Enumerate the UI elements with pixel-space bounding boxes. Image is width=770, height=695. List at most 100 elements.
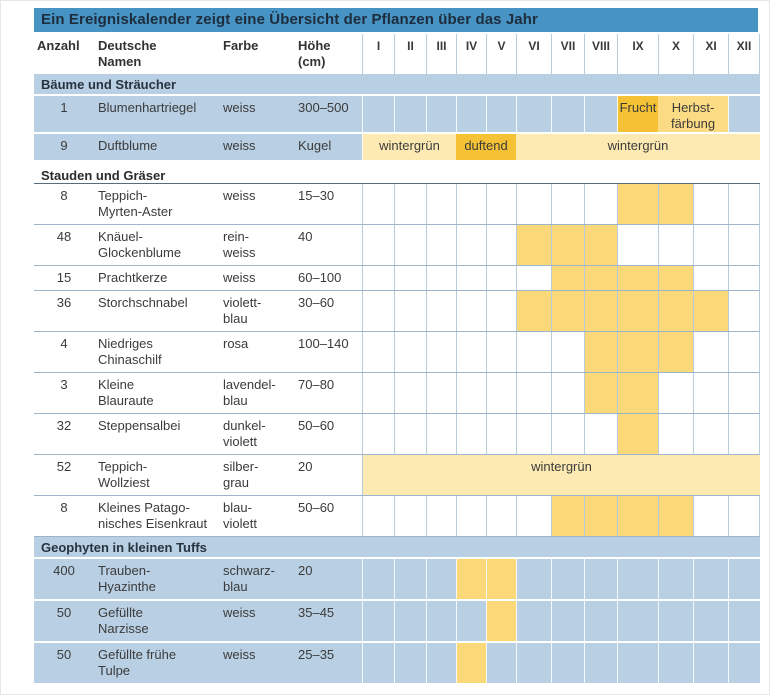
section-header: Geophyten in kleinen Tuffs [34, 537, 760, 557]
table-row: 36 Storchschnabel violett- blau 30–60 [34, 291, 760, 332]
name-cell: Prachtkerze [98, 270, 168, 285]
bloom-cell [693, 291, 728, 331]
month-cell [486, 414, 516, 454]
month-cell [728, 184, 760, 224]
month-cell [658, 414, 693, 454]
farbe-cell: blau- violett [223, 500, 257, 531]
name-cell: Duftblume [98, 138, 158, 153]
month-cell [362, 414, 394, 454]
month-cell [693, 332, 728, 372]
month-cell [551, 184, 584, 224]
month-cell [456, 225, 486, 265]
month-cell [516, 332, 551, 372]
month-cell [362, 496, 394, 536]
month-cell [426, 184, 456, 224]
month-cell [551, 373, 584, 413]
month-header-xii: XII [728, 34, 760, 74]
table-row: 8 Teppich- Myrten-Aster weiss 15–30 [34, 184, 760, 225]
month-cell [394, 643, 426, 683]
month-cell [426, 373, 456, 413]
hoehe-cell: 300–500 [298, 100, 349, 115]
bloom-cell [584, 291, 617, 331]
table-body: Bäume und Sträucher 1 Blumenhartriegel weis… [34, 74, 760, 683]
bloom-cell [456, 643, 486, 683]
month-cell [486, 225, 516, 265]
month-cell [584, 414, 617, 454]
month-cell [728, 291, 760, 331]
month-cell [362, 184, 394, 224]
month-cell [516, 496, 551, 536]
month-header-xi: XI [693, 34, 728, 74]
month-cell [516, 414, 551, 454]
month-cell [456, 332, 486, 372]
month-cell [584, 643, 617, 683]
bloom-cell [456, 559, 486, 599]
month-cell [658, 601, 693, 641]
winter-span: wintergrün [362, 455, 760, 495]
month-cell [362, 643, 394, 683]
name-cell: Blumenhartriegel [98, 100, 197, 115]
hoehe-cell: 25–35 [298, 647, 335, 662]
month-cell [394, 266, 426, 290]
month-cell [426, 643, 456, 683]
month-header-v: V [486, 34, 516, 74]
name-cell: Gefüllte Narzisse [98, 605, 149, 636]
farbe-cell: silber- grau [223, 459, 259, 490]
farbe-cell: weiss [223, 188, 256, 203]
hoehe-cell: 20 [298, 563, 313, 578]
month-cell [394, 601, 426, 641]
winter-span: wintergrün [516, 134, 760, 160]
hoehe-cell: 15–30 [298, 188, 335, 203]
bloom-cell [486, 601, 516, 641]
month-cell [693, 414, 728, 454]
page-title: Ein Ereigniskalender zeigt eine Übersich… [34, 8, 758, 32]
month-cell [362, 266, 394, 290]
month-cell [394, 559, 426, 599]
month-cell [394, 373, 426, 413]
hoehe-cell: 50–60 [298, 418, 335, 433]
event-span: duftend [456, 134, 516, 160]
farbe-cell: schwarz- blau [223, 563, 276, 594]
table-row: 400 Trauben- Hyazinthe schwarz- blau 20 [34, 559, 760, 599]
month-header-ii: II [394, 34, 426, 74]
month-cell [658, 643, 693, 683]
anzahl-cell: 50 [56, 605, 72, 620]
month-cell [394, 184, 426, 224]
table-row: 15 Prachtkerze weiss 60–100 [34, 266, 760, 291]
month-cell [486, 96, 516, 132]
month-cell [551, 414, 584, 454]
bloom-cell [658, 496, 693, 536]
bloom-cell [658, 184, 693, 224]
anzahl-cell: 15 [56, 270, 72, 285]
farbe-cell: weiss [223, 138, 256, 153]
month-cell [693, 373, 728, 413]
month-cell [728, 601, 760, 641]
month-cell [456, 184, 486, 224]
month-cell [456, 266, 486, 290]
month-cell [362, 96, 394, 132]
month-cell [516, 559, 551, 599]
column-header-farbe: Farbe [223, 38, 259, 53]
anzahl-cell: 32 [56, 418, 72, 433]
farbe-cell: weiss [223, 100, 256, 115]
month-cell [617, 643, 658, 683]
month-cell [362, 373, 394, 413]
month-cell [584, 184, 617, 224]
month-cell [516, 643, 551, 683]
month-cell [584, 559, 617, 599]
month-cell [516, 601, 551, 641]
month-cell [456, 96, 486, 132]
month-cell [486, 643, 516, 683]
month-cell [362, 332, 394, 372]
bloom-cell [617, 291, 658, 331]
month-cell [394, 414, 426, 454]
bloom-cell [658, 332, 693, 372]
table-row: 50 Gefüllte Narzisse weiss 35–45 [34, 601, 760, 641]
bloom-cell [617, 496, 658, 536]
bloom-cell [551, 225, 584, 265]
month-cell [617, 225, 658, 265]
name-cell: Teppich- Wollziest [98, 459, 150, 490]
month-cell [516, 266, 551, 290]
bloom-cell [584, 225, 617, 265]
farbe-cell: weiss [223, 605, 256, 620]
